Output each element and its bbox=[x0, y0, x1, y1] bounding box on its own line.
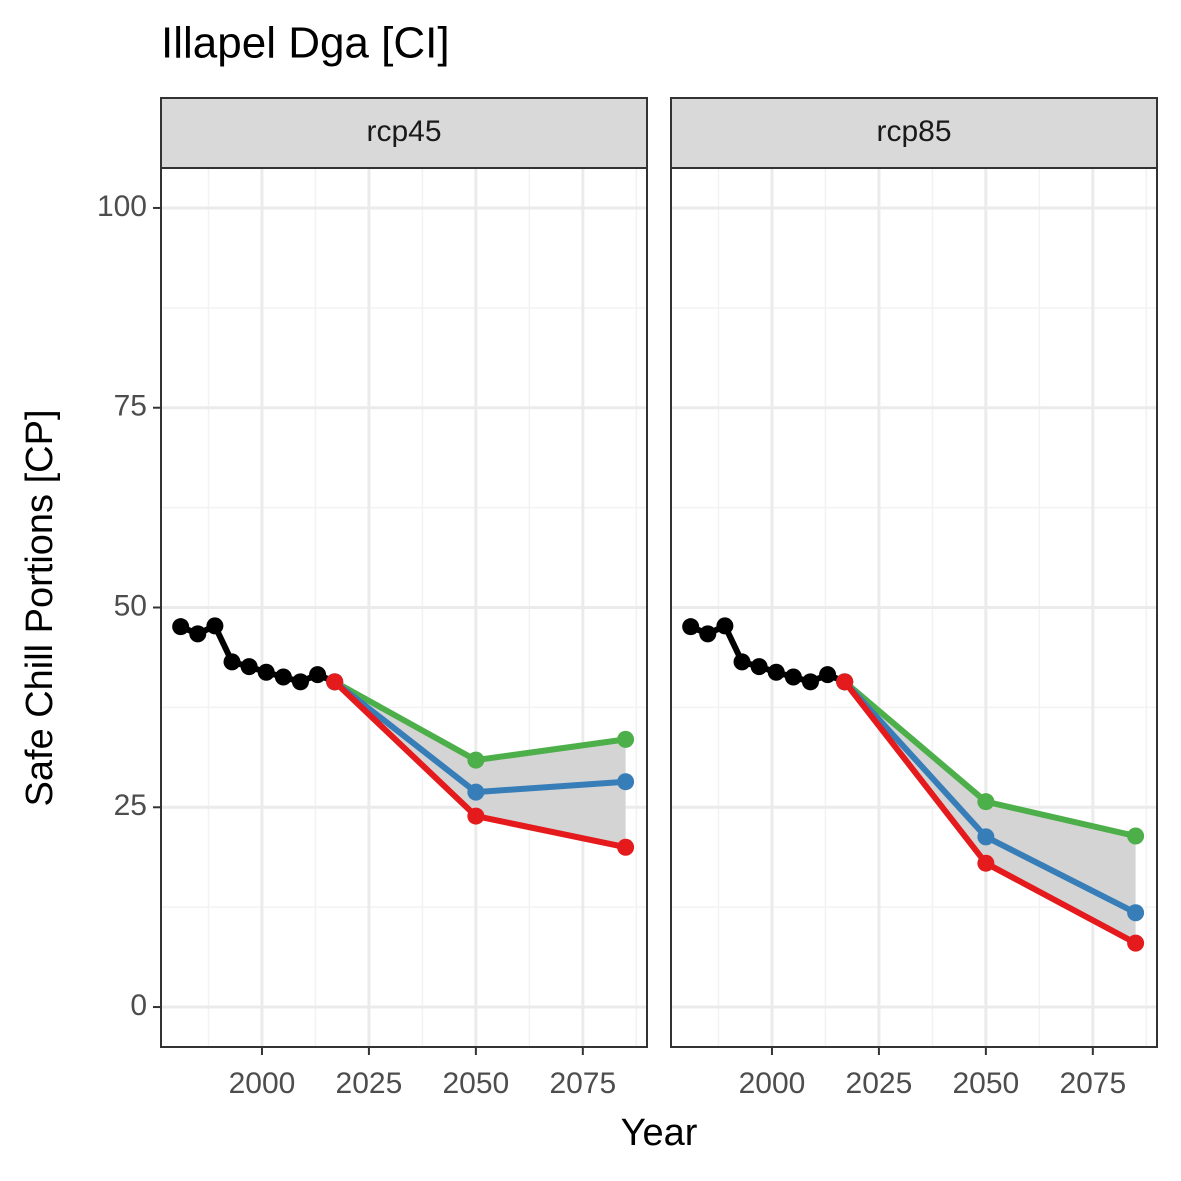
x-tick-label: 2025 bbox=[336, 1067, 403, 1100]
point bbox=[784, 668, 802, 686]
point bbox=[257, 663, 275, 681]
strip-label: rcp45 bbox=[366, 115, 441, 148]
x-tick-label: 2050 bbox=[952, 1067, 1019, 1100]
point bbox=[274, 668, 292, 686]
point bbox=[326, 673, 344, 691]
y-tick-label: 100 bbox=[97, 190, 147, 223]
point bbox=[617, 773, 635, 791]
point bbox=[240, 658, 258, 676]
point bbox=[977, 793, 995, 811]
x-tick-label: 2025 bbox=[846, 1067, 913, 1100]
strip bbox=[160, 97, 648, 169]
y-axis-title: Safe Chill Portions [CP] bbox=[19, 409, 61, 806]
point bbox=[467, 783, 485, 801]
point bbox=[682, 618, 700, 636]
x-axis-title: Year bbox=[621, 1112, 698, 1154]
x-tick-label: 2000 bbox=[739, 1067, 806, 1100]
point bbox=[467, 751, 485, 769]
point bbox=[1127, 934, 1145, 952]
point bbox=[750, 658, 768, 676]
point bbox=[617, 730, 635, 748]
point bbox=[172, 618, 190, 636]
y-tick-label: 75 bbox=[114, 390, 147, 423]
panel-border bbox=[160, 167, 648, 1048]
y-tick-label: 25 bbox=[114, 789, 147, 822]
panel-border bbox=[670, 167, 1158, 1048]
strip-label: rcp85 bbox=[876, 115, 951, 148]
point bbox=[977, 828, 995, 846]
point bbox=[189, 625, 207, 643]
point bbox=[767, 663, 785, 681]
point bbox=[819, 666, 837, 684]
series-line bbox=[179, 622, 336, 685]
point bbox=[467, 807, 485, 825]
y-tick-label: 0 bbox=[130, 989, 147, 1022]
point bbox=[1127, 827, 1145, 845]
point bbox=[836, 673, 854, 691]
y-tick-label: 50 bbox=[114, 589, 147, 622]
point bbox=[801, 673, 819, 691]
point bbox=[1127, 904, 1145, 922]
x-tick-label: 2075 bbox=[1059, 1067, 1126, 1100]
x-tick-label: 2050 bbox=[442, 1067, 509, 1100]
point bbox=[206, 617, 224, 635]
point bbox=[699, 625, 717, 643]
point bbox=[617, 838, 635, 856]
x-tick-label: 2000 bbox=[229, 1067, 296, 1100]
point bbox=[716, 617, 734, 635]
chart-title: Illapel Dga [CI] bbox=[161, 19, 450, 68]
series-line bbox=[689, 622, 846, 685]
point bbox=[223, 653, 241, 671]
point bbox=[733, 653, 751, 671]
point bbox=[291, 673, 309, 691]
point bbox=[309, 666, 327, 684]
x-tick-label: 2075 bbox=[549, 1067, 616, 1100]
point bbox=[977, 854, 995, 872]
